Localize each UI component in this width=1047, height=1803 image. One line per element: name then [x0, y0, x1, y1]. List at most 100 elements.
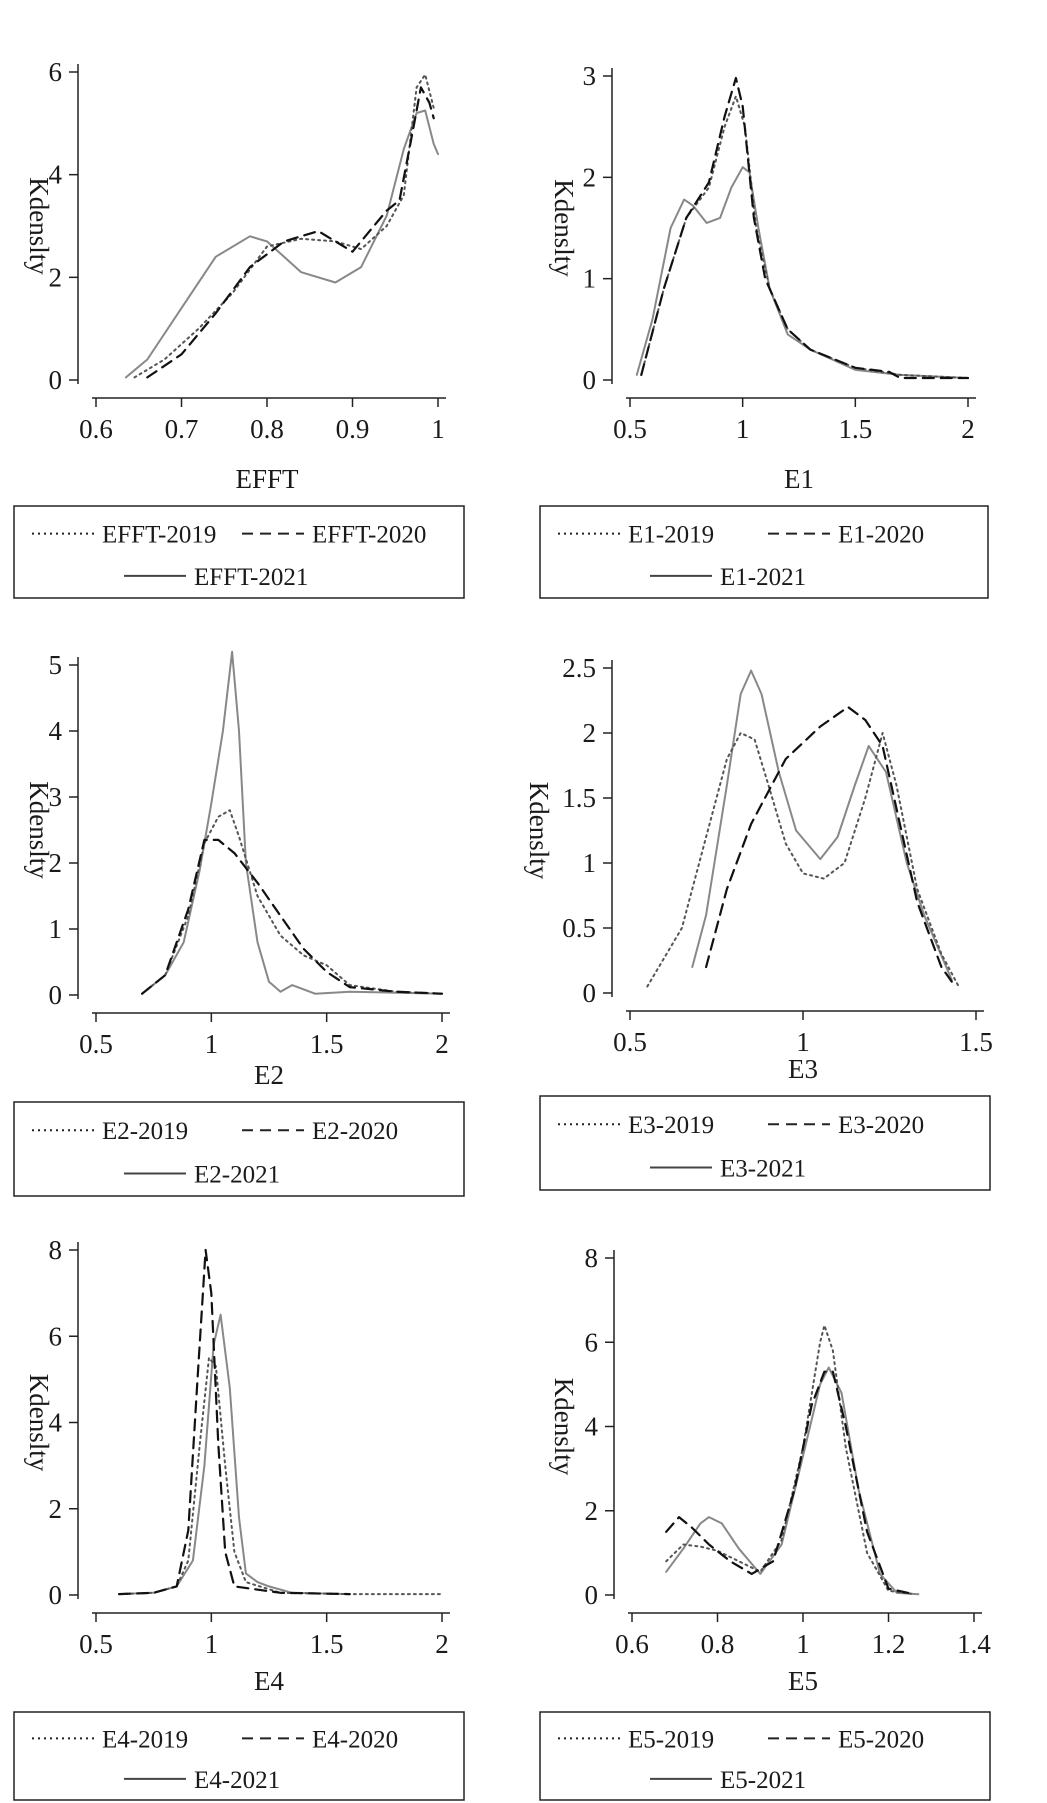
legend-box [13, 1711, 465, 1801]
x-tick-label: 0.6 [79, 414, 113, 444]
y-tick-label: 0 [585, 1580, 599, 1610]
series-line-e5-2020 [665, 1370, 916, 1596]
legend-label: E2-2019 [102, 1118, 188, 1145]
y-tick-label: 2 [585, 1496, 599, 1526]
x-tick-label: 0.6 [615, 1629, 649, 1659]
x-tick-label: 1 [205, 1029, 219, 1059]
legend-box [539, 1095, 991, 1191]
x-tick-label: 0.7 [165, 414, 199, 444]
legend-label: E1-2020 [838, 522, 924, 549]
legend-box [13, 1101, 465, 1197]
x-tick-label: 1.5 [310, 1029, 344, 1059]
y-tick-label: 2 [583, 162, 597, 192]
x-tick-label: 1.5 [838, 414, 872, 444]
series-line-e1-2019 [640, 95, 969, 379]
legend-label: E3-2020 [838, 1112, 924, 1139]
legend: E3-2019 E3-2020 E3-2021 [539, 1095, 991, 1191]
series-line-e2-2021 [141, 650, 443, 995]
x-tick-label: 2 [435, 1029, 449, 1059]
legend-label: E5-2019 [628, 1726, 714, 1753]
x-tick-label: 1.5 [959, 1027, 993, 1057]
y-tick-label: 0 [583, 365, 597, 395]
y-tick-label: 3 [49, 782, 63, 812]
legend-box [539, 505, 989, 599]
y-tick-label: 6 [49, 57, 63, 87]
series-line-e4-2020 [118, 1248, 351, 1596]
y-tick-label: 1 [583, 848, 597, 878]
legend-label: E3-2021 [720, 1155, 806, 1182]
x-tick-label: 1.5 [310, 1629, 344, 1659]
x-axis-title: E4 [254, 1666, 284, 1696]
legend-box [13, 505, 465, 599]
x-tick-label: 2 [961, 414, 975, 444]
legend-label: EFFT-2020 [312, 522, 426, 549]
y-tick-label: 4 [49, 160, 63, 190]
y-axis-title: Kdenslty [524, 782, 554, 880]
y-axis-title: Kdenslty [24, 781, 54, 879]
x-tick-label: 1 [796, 1027, 810, 1057]
y-tick-label: 0 [583, 978, 597, 1008]
y-tick-label: 4 [585, 1412, 599, 1442]
x-tick-label: 1 [736, 414, 750, 444]
y-axis-title: Kdenslty [549, 1378, 579, 1476]
x-tick-label: 0.8 [250, 414, 284, 444]
x-axis-title: E1 [784, 464, 814, 494]
legend-label: E2-2020 [312, 1118, 398, 1145]
legend-label: E5-2021 [720, 1767, 806, 1794]
y-axis-title: Kdenslty [549, 179, 579, 277]
legend: E2-2019 E2-2020 E2-2021 [13, 1101, 465, 1197]
x-tick-label: 1.2 [872, 1629, 906, 1659]
legend: E4-2019 E4-2020 E4-2021 [13, 1711, 465, 1801]
legend-label: E1-2021 [720, 564, 806, 591]
x-tick-label: 0.8 [701, 1629, 735, 1659]
y-tick-label: 4 [49, 1408, 63, 1438]
y-tick-label: 3 [583, 61, 597, 91]
series-line-e5-2021 [665, 1366, 920, 1596]
x-axis-title: E2 [254, 1060, 284, 1090]
series-line-e4-2021 [118, 1313, 351, 1596]
series-line-e3-2021 [691, 669, 953, 981]
y-tick-label: 0.5 [562, 913, 596, 943]
series-line-e3-2020 [705, 705, 957, 988]
y-tick-label: 0 [49, 980, 63, 1010]
x-tick-label: 1.4 [957, 1629, 991, 1659]
y-tick-label: 1 [49, 914, 63, 944]
series-line-e3-2019 [646, 732, 960, 988]
x-tick-label: 2 [435, 1629, 449, 1659]
legend-label: E4-2019 [102, 1726, 188, 1753]
series-line-e1-2021 [635, 166, 969, 379]
series-line-e4-2019 [118, 1356, 443, 1596]
legend-label: E5-2020 [838, 1726, 924, 1753]
y-tick-label: 4 [49, 716, 63, 746]
series-line-e1-2020 [640, 76, 970, 380]
series-line-efft-2020 [146, 86, 435, 379]
y-tick-label: 2.5 [562, 653, 596, 683]
legend-label: EFFT-2021 [194, 564, 308, 591]
y-tick-label: 0 [49, 365, 63, 395]
series-line-efft-2021 [124, 109, 439, 379]
x-axis-title: EFFT [235, 464, 299, 494]
y-tick-label: 2 [49, 262, 63, 292]
x-tick-label: 0.5 [613, 1027, 647, 1057]
y-axis-title: Kdenslty [24, 1374, 54, 1472]
y-tick-label: 1 [583, 264, 597, 294]
legend-label: E2-2021 [194, 1161, 280, 1188]
y-tick-label: 2 [583, 718, 597, 748]
x-tick-label: 1 [431, 414, 445, 444]
y-tick-label: 8 [585, 1243, 599, 1273]
x-axis-title: E3 [788, 1054, 818, 1084]
series-line-e2-2020 [141, 838, 444, 995]
y-tick-label: 1.5 [562, 783, 596, 813]
legend: E1-2019 E1-2020 E1-2021 [539, 505, 989, 599]
y-tick-label: 2 [49, 848, 63, 878]
x-tick-label: 0.5 [79, 1029, 113, 1059]
series-line-e5-2019 [665, 1324, 916, 1596]
y-tick-label: 2 [49, 1494, 63, 1524]
legend: E5-2019 E5-2020 E5-2021 [539, 1711, 991, 1801]
